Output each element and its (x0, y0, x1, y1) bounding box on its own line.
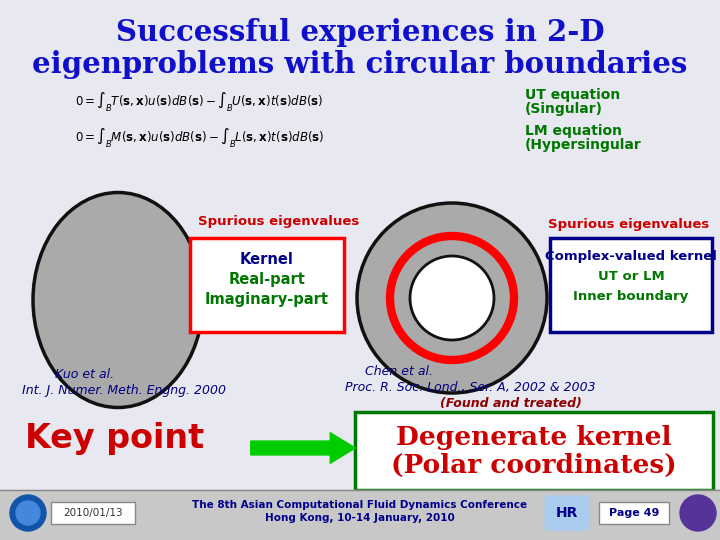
Wedge shape (16, 501, 40, 525)
Bar (0, 490, 720, 540)
FancyBboxPatch shape (599, 502, 669, 524)
Circle shape (10, 495, 46, 531)
Text: Kuo et al.: Kuo et al. (55, 368, 114, 381)
Text: Real-part: Real-part (228, 272, 305, 287)
FancyBboxPatch shape (355, 412, 713, 490)
Text: Inner boundary: Inner boundary (573, 290, 688, 303)
Text: Imaginary-part: Imaginary-part (205, 292, 329, 307)
Circle shape (410, 256, 494, 340)
Ellipse shape (33, 192, 203, 408)
FancyBboxPatch shape (190, 238, 344, 332)
Text: Spurious eigenvalues: Spurious eigenvalues (548, 218, 709, 231)
Text: Kernel: Kernel (240, 252, 294, 267)
Text: (Hypersingular: (Hypersingular (525, 138, 642, 152)
Circle shape (680, 495, 716, 531)
Text: Page 49: Page 49 (609, 508, 660, 518)
Text: UT equation: UT equation (525, 88, 620, 102)
Text: eigenproblems with circular boundaries: eigenproblems with circular boundaries (32, 50, 688, 79)
Text: (Polar coordinates): (Polar coordinates) (391, 453, 677, 478)
Text: Key point: Key point (25, 422, 204, 455)
Text: LM equation: LM equation (525, 124, 622, 138)
Text: HR: HR (556, 506, 578, 520)
Text: Complex-valued kernel: Complex-valued kernel (545, 250, 717, 263)
Text: (Singular): (Singular) (525, 102, 603, 116)
Text: The 8th Asian Computational Fluid Dynamics Conference: The 8th Asian Computational Fluid Dynami… (192, 500, 528, 510)
Text: Spurious eigenvalues: Spurious eigenvalues (198, 215, 359, 228)
Text: (Found and treated): (Found and treated) (440, 397, 582, 410)
Text: Proc. R. Soc. Lond., Ser. A, 2002 & 2003: Proc. R. Soc. Lond., Ser. A, 2002 & 2003 (345, 381, 595, 394)
Text: Successful experiences in 2-D: Successful experiences in 2-D (116, 18, 604, 47)
Text: UT or LM: UT or LM (598, 270, 665, 283)
FancyBboxPatch shape (550, 238, 712, 332)
Text: 2010/01/13: 2010/01/13 (63, 508, 123, 518)
Text: Int. J. Numer. Meth. Engng. 2000: Int. J. Numer. Meth. Engng. 2000 (22, 384, 226, 397)
Text: $0=\int_B T(\mathbf{s},\mathbf{x})u(\mathbf{s})dB(\mathbf{s})-\int_B U(\mathbf{s: $0=\int_B T(\mathbf{s},\mathbf{x})u(\mat… (75, 90, 323, 114)
FancyBboxPatch shape (51, 502, 135, 524)
FancyArrowPatch shape (251, 433, 355, 463)
Text: $0=\int_B M(\mathbf{s},\mathbf{x})u(\mathbf{s})dB(\mathbf{s})-\int_B L(\mathbf{s: $0=\int_B M(\mathbf{s},\mathbf{x})u(\mat… (75, 126, 325, 150)
Text: Hong Kong, 10-14 January, 2010: Hong Kong, 10-14 January, 2010 (265, 513, 455, 523)
Text: Chen et al.: Chen et al. (365, 365, 433, 378)
Text: Degenerate kernel: Degenerate kernel (396, 425, 672, 450)
FancyBboxPatch shape (545, 496, 589, 530)
Circle shape (357, 203, 547, 393)
